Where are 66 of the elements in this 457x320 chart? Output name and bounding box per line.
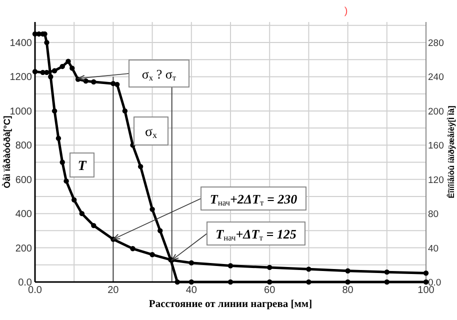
x-tick-label: 40	[186, 285, 198, 296]
y-tick-label: 200	[15, 243, 32, 254]
point	[150, 252, 155, 258]
point	[60, 160, 65, 165]
point	[306, 266, 312, 272]
x-axis-title: Расстояние от линии нагрева [мм]	[148, 299, 312, 310]
point	[91, 79, 96, 84]
y-axis-title: Òåì ïåðàòóðà[°C]	[2, 116, 12, 188]
point	[188, 279, 194, 285]
point	[32, 69, 38, 74]
point	[150, 206, 155, 212]
point	[70, 66, 75, 71]
y2-tick-label: 240	[428, 72, 444, 84]
y2-tick-label: 40	[428, 243, 439, 254]
x-tick-label: 100	[418, 285, 435, 296]
point	[228, 279, 234, 285]
point	[384, 279, 390, 285]
point	[56, 136, 62, 141]
y2-axis-title: Êîìïîíåíòû íàïðÿæåíèÿ[Ì Ïà]	[446, 105, 456, 198]
y2-tick-label: 80	[428, 209, 439, 220]
point	[138, 164, 144, 170]
point	[44, 70, 50, 76]
y-tick-label: 1000	[10, 106, 32, 118]
x-tick-label: 80	[342, 285, 354, 296]
point	[423, 270, 429, 276]
point	[306, 279, 312, 285]
point	[228, 263, 234, 268]
point	[52, 108, 58, 114]
annotation: T$_{нач}$+2ΔT$_{т}$ = 230	[210, 192, 298, 208]
point	[345, 279, 350, 285]
point	[60, 64, 65, 70]
y2-tick-label: 200	[428, 106, 444, 118]
y2-tick-label: 280	[428, 38, 444, 50]
point	[72, 197, 77, 202]
point	[114, 82, 120, 88]
point	[64, 178, 69, 184]
point	[44, 40, 50, 46]
x-tick-label: 20	[108, 285, 120, 296]
point	[48, 74, 54, 80]
y-tick-label: 600	[15, 174, 32, 186]
point	[91, 222, 96, 228]
y-tick-label: 1400	[10, 38, 32, 50]
y-tick-label: 1200	[10, 72, 32, 84]
point	[158, 228, 163, 234]
y2-tick-label: 120	[428, 174, 444, 186]
y2-tick-label: 160	[428, 140, 444, 152]
point	[66, 58, 71, 64]
series-label: T	[78, 159, 88, 174]
point	[52, 68, 58, 74]
point	[345, 268, 350, 274]
x-tick-label: 0.0	[28, 285, 42, 296]
point	[267, 264, 272, 270]
point	[188, 260, 194, 266]
x-tick-label: 60	[264, 285, 276, 296]
series-label: σ$_{x}$	[144, 125, 158, 140]
text: )	[344, 6, 348, 17]
point	[79, 210, 85, 216]
point	[122, 108, 128, 114]
point	[384, 269, 390, 275]
point	[174, 279, 180, 285]
y-tick-label: 800	[15, 140, 32, 152]
y-tick-label: 400	[15, 209, 32, 220]
annotation: σ$_{x}$ ? σ$_{т}$	[142, 66, 176, 82]
annotation: T$_{нач}$+ΔT$_{т}$ = 125	[216, 226, 297, 242]
point	[130, 246, 136, 252]
point	[267, 279, 272, 285]
